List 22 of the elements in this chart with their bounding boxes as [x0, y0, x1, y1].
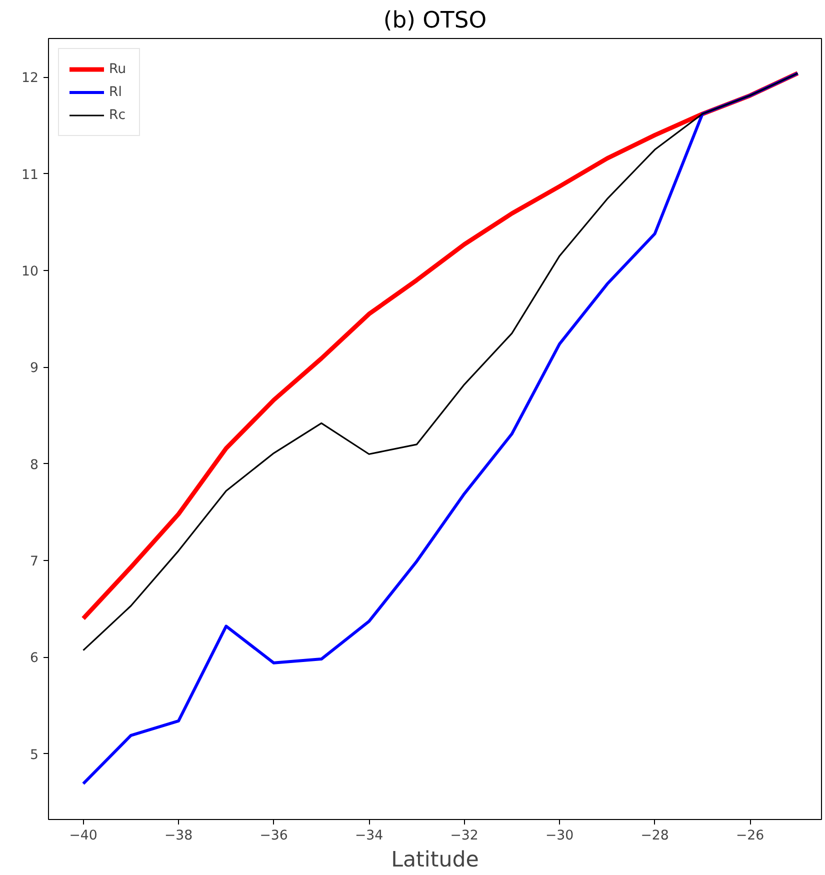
x-tick-label: −26 — [736, 828, 764, 844]
legend-label: Rc — [109, 108, 127, 122]
y-tick-label: 5 — [30, 748, 39, 763]
legend-label: Rl — [109, 84, 123, 100]
y-tick-label: 10 — [22, 264, 39, 280]
x-tick-label: −28 — [640, 828, 669, 844]
y-tick-label: 11 — [22, 168, 39, 183]
x-tick-label: −38 — [164, 828, 193, 844]
line-series — [82, 72, 800, 786]
y-tick-label: 7 — [30, 554, 39, 570]
y-tick-label: 6 — [30, 651, 39, 666]
x-tick-label: −30 — [545, 828, 574, 844]
y-tick-label: 8 — [30, 458, 39, 473]
x-tick-label: −34 — [354, 828, 384, 844]
x-tick-label: −32 — [450, 828, 478, 844]
x-axis-title: Latitude — [391, 848, 479, 872]
chart-title: (b) OTSO — [383, 8, 487, 34]
legend-label: Ru — [109, 62, 128, 76]
x-tick-label: −40 — [69, 828, 98, 844]
y-tick-label: 9 — [30, 361, 39, 376]
x-tick-label: −36 — [260, 828, 288, 844]
y-tick-label: 12 — [22, 71, 39, 86]
